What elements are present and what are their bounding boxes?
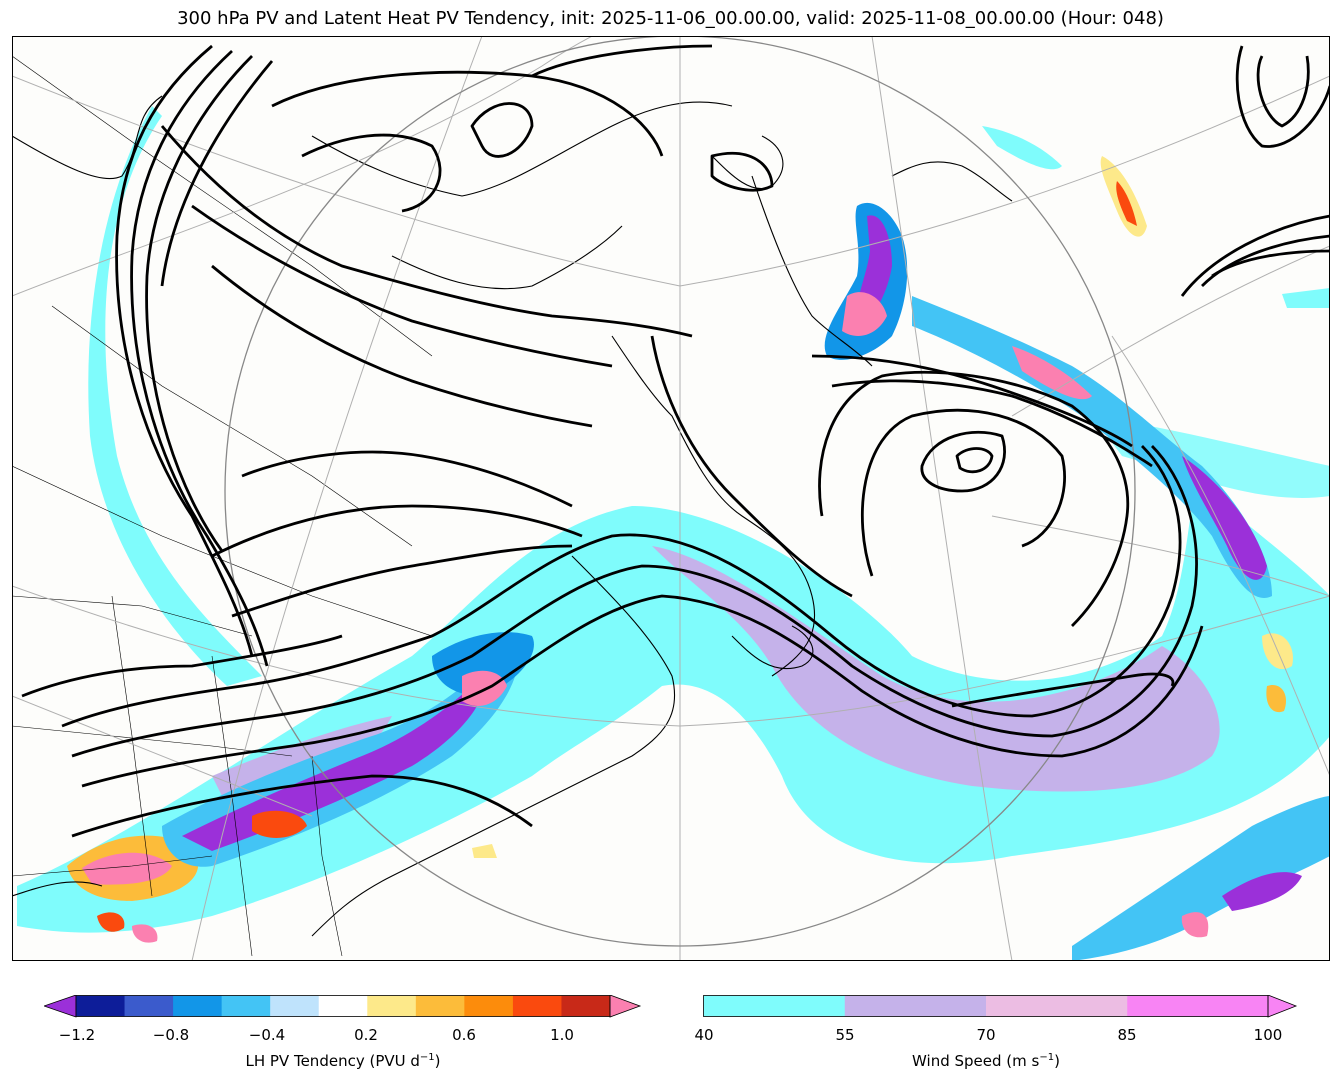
lh-tick-4: 0.6 [452,1026,476,1044]
lh-colorbar-segment [415,995,465,1017]
lh-colorbar-segments [76,995,611,1017]
lh-colorbar-segment [124,995,174,1017]
wind-colorbar-segment [1127,995,1269,1017]
wind-colorbar-segment [703,995,846,1017]
wind-colorbar-label: Wind Speed (m s−1) [912,1052,1060,1070]
lh-colorbar-label: LH PV Tendency (PVU d−1) [245,1052,441,1070]
pv-contours [21,44,1330,838]
lh-colorbar-segment [173,995,223,1017]
lh-colorbar-segment [512,995,562,1017]
wind-tick-3: 85 [1117,1026,1137,1044]
lh-colorbar-segment [464,995,514,1017]
wind-tick-1: 55 [835,1026,855,1044]
lh-colorbar-segment [561,995,611,1017]
figure-title: 300 hPa PV and Latent Heat PV Tendency, … [177,8,1164,29]
map-panel [12,36,1330,961]
lh-colorbar-extend-high [609,995,642,1018]
wind-colorbar-segment [986,995,1128,1017]
lh-tick-5: 1.0 [550,1026,574,1044]
wind-tick-4: 100 [1253,1026,1283,1044]
lh-colorbar-extend-low [44,995,77,1018]
lh-pv-colorbar [44,995,642,1018]
lh-tick-0: −1.2 [58,1026,96,1044]
lh-colorbar-segment [221,995,271,1017]
lh-colorbar-segment [367,995,417,1017]
wind-tick-2: 70 [976,1026,996,1044]
wind-speed-colorbar [703,995,1298,1018]
wind-colorbar-extend-high [1267,995,1298,1018]
wind-colorbar-segments [703,995,1269,1017]
lh-tick-1: −0.8 [152,1026,190,1044]
coastlines [12,95,1013,937]
lh-colorbar-segment [318,995,368,1017]
hemisphere-circle [224,36,1136,947]
graticule [12,36,1330,961]
wind-tick-0: 40 [694,1026,714,1044]
wind-colorbar-segment [844,995,987,1017]
lh-tick-2: −0.4 [248,1026,286,1044]
lh-colorbar-segment [270,995,320,1017]
lh-tick-3: 0.2 [354,1026,378,1044]
lh-colorbar-segment [76,995,126,1017]
